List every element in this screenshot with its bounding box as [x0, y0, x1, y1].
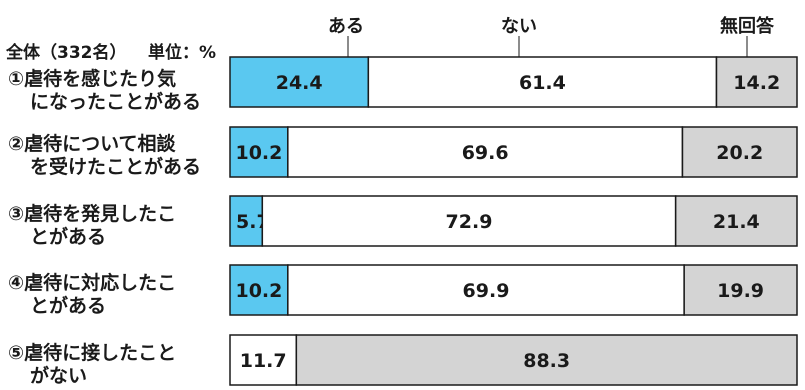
data-label-row2-nai: 69.6 [462, 142, 509, 164]
row-label-2: ②虐待について相談 を受けたことがある [8, 133, 201, 179]
bar-row2-aru [229, 126, 289, 178]
data-label-row3-nai: 72.9 [446, 211, 493, 233]
bar-row2-nai [287, 126, 684, 178]
bar-row4-mukaitou [683, 264, 798, 316]
data-label-row5-nai: 88.3 [523, 350, 570, 372]
row-label-3-line-1: ③虐待を発見したこ [8, 203, 177, 225]
row-label-5-line-1: ⑤虐待に接したこと [8, 342, 177, 364]
legend-item-mukaitou: 無回答 [720, 16, 774, 37]
row-label-3-line-2: とがある [30, 226, 107, 248]
row-label-5-line-2: がない [30, 365, 88, 387]
bar-row5-aru [229, 334, 298, 386]
data-label-row4-mukaitou: 19.9 [717, 280, 764, 302]
row-label-2-line-2: を受けたことがある [30, 156, 202, 178]
bars-layer: 24.4 61.4 14.2 10.2 69.6 20.2 5.7 72.9 21.4 10.2 6… [229, 56, 798, 386]
sample-size-label: 全体（332名） [6, 43, 127, 63]
legend-item-nai: ない [501, 16, 537, 37]
data-label-row5-aru: 11.7 [240, 350, 287, 372]
bar-row4-aru [229, 264, 289, 316]
row-label-4: ④虐待に対応したこ とがある [8, 272, 176, 318]
data-label-row4-aru: 10.2 [235, 280, 282, 302]
row-label-1-line-1: ①虐待を感じたり気 [8, 68, 177, 90]
data-label-row1-mukaitou: 14.2 [733, 72, 780, 94]
bar-row1-aru [229, 56, 370, 108]
row-label-3: ③虐待を発見したこ とがある [8, 203, 176, 249]
row-label-4-line-2: とがある [30, 295, 107, 317]
row-label-2-line-1: ②虐待について相談 [8, 133, 176, 155]
bar-row4-nai [287, 264, 685, 316]
unit-label: 単位：% [148, 43, 217, 63]
data-label-row1-aru: 24.4 [276, 72, 323, 94]
data-label-row2-aru: 10.2 [235, 142, 282, 164]
data-label-row3-mukaitou: 21.4 [713, 211, 760, 233]
row-label-1-line-2: になったことがある [30, 91, 202, 113]
bar-row5-nai [295, 334, 798, 386]
data-label-row2-mukaitou: 20.2 [716, 142, 763, 164]
bar-row1-mukaitou [715, 56, 798, 108]
data-label-row1-nai: 61.4 [519, 72, 566, 94]
bar-row3-mukaitou [674, 195, 798, 247]
data-label-row4-nai: 69.9 [463, 280, 510, 302]
row-label-4-line-1: ④虐待に対応したこ [8, 272, 177, 294]
bar-row2-mukaitou [681, 126, 798, 178]
data-label-row3-aru: 5.7 [236, 211, 270, 233]
row-label-5: ⑤虐待に接したこと がない [8, 342, 176, 388]
bar-row3-nai [261, 195, 677, 247]
row-label-1: ①虐待を感じたり気 になったことがある [8, 68, 201, 114]
legend-item-aru: ある [328, 16, 364, 37]
bar-row1-nai [367, 56, 718, 108]
